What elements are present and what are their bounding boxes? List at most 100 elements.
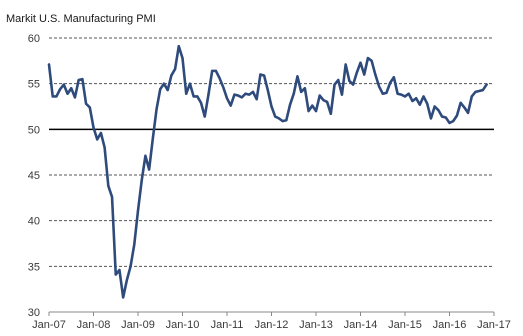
data-point-2010-11	[218, 77, 221, 80]
data-point-2009-01	[136, 209, 140, 212]
data-point-2008-07	[114, 273, 117, 276]
data-point-2008-06	[110, 195, 114, 199]
data-point-2012-12	[311, 104, 314, 107]
data-point-2011-11	[262, 74, 266, 77]
data-point-2008-04	[103, 146, 106, 149]
data-point-2014-02	[363, 73, 366, 76]
data-point-2010-04	[192, 95, 195, 98]
x-tick-label-2013-01: Jan-13	[299, 319, 333, 331]
data-point-2009-05	[151, 137, 154, 140]
data-point-2016-11	[485, 83, 488, 86]
data-point-2009-09	[166, 88, 169, 92]
data-point-2015-04	[415, 97, 418, 100]
gridlines	[49, 37, 494, 313]
data-point-2009-04	[148, 168, 151, 171]
data-point-2008-12	[133, 243, 136, 246]
data-point-2015-03	[411, 99, 414, 103]
data-point-2013-12	[355, 71, 358, 74]
data-point-2011-02	[229, 104, 232, 107]
data-point-2012-11	[307, 109, 310, 113]
data-point-2007-08	[73, 96, 77, 99]
data-point-2011-05	[240, 96, 243, 99]
data-point-2009-08	[162, 82, 166, 85]
data-point-2009-02	[140, 179, 143, 182]
x-tick-label-2017-01: Jan-17	[477, 319, 511, 331]
data-point-2011-10	[259, 73, 262, 76]
data-point-2014-03	[366, 56, 370, 60]
data-point-2013-10	[348, 79, 351, 83]
data-point-2016-04	[459, 101, 462, 104]
data-point-2015-01	[403, 95, 407, 98]
data-point-2011-08	[251, 90, 255, 93]
data-point-2014-05	[374, 73, 377, 76]
x-tick-label-2014-01: Jan-14	[344, 319, 378, 331]
data-point-2014-12	[400, 93, 403, 96]
data-point-2015-07	[426, 102, 429, 105]
data-point-2008-02	[96, 138, 99, 141]
chart-title: Markit U.S. Manufacturing PMI	[6, 13, 156, 25]
data-point-2007-01	[47, 63, 51, 66]
data-point-2008-09	[122, 296, 125, 299]
data-point-2016-01	[448, 121, 451, 125]
data-point-2013-01	[314, 109, 318, 113]
x-tick-label-2016-01: Jan-16	[433, 319, 467, 331]
data-point-2013-07	[337, 78, 340, 82]
data-point-2016-07	[470, 95, 473, 98]
data-point-2011-01	[225, 97, 229, 100]
data-point-2007-10	[81, 78, 84, 81]
data-point-2014-01	[359, 61, 362, 64]
data-point-2009-10	[170, 74, 173, 77]
data-point-2009-11	[173, 67, 177, 71]
data-point-2014-10	[392, 76, 395, 79]
data-point-2016-02	[452, 120, 455, 123]
data-point-2007-04	[59, 88, 62, 91]
data-point-2007-11	[84, 102, 88, 105]
data-point-2014-06	[377, 85, 381, 88]
data-point-2012-10	[303, 87, 306, 90]
x-tick-label-2012-01: Jan-12	[255, 319, 289, 331]
y-tick-label-35: 35	[28, 261, 40, 273]
data-point-2009-12	[177, 45, 180, 48]
data-point-2014-07	[381, 92, 384, 95]
data-point-2015-06	[422, 95, 425, 98]
x-tick-label-2008-01: Jan-08	[77, 319, 111, 331]
data-point-2013-08	[340, 93, 344, 96]
data-point-2011-03	[233, 93, 236, 96]
data-point-2007-06	[66, 92, 69, 95]
data-point-2012-09	[300, 90, 303, 93]
data-point-2015-08	[429, 117, 433, 120]
y-tick-label-45: 45	[28, 170, 40, 182]
y-tick-label-40: 40	[28, 216, 40, 228]
data-point-2010-03	[188, 82, 192, 85]
data-point-2013-03	[322, 99, 325, 102]
data-point-2014-08	[385, 91, 388, 94]
data-point-2012-04	[281, 120, 284, 123]
data-point-2008-01	[92, 126, 95, 129]
data-point-2007-03	[55, 95, 58, 98]
y-axis-tick-labels: 30 35 40 45 50 55 60	[28, 33, 40, 319]
data-point-2008-10	[125, 278, 128, 282]
data-point-2009-03	[144, 154, 147, 157]
data-point-2015-11	[440, 115, 444, 118]
data-point-2009-07	[159, 88, 162, 91]
data-point-2008-11	[129, 265, 132, 268]
y-tick-label-50: 50	[28, 124, 40, 136]
data-point-2014-11	[396, 92, 399, 95]
x-tick-label-2015-01: Jan-15	[388, 319, 422, 331]
data-point-2015-10	[437, 109, 440, 112]
y-tick-label-55: 55	[28, 79, 40, 91]
data-point-2014-04	[370, 59, 373, 62]
data-point-2007-12	[88, 106, 91, 109]
series-layer	[47, 44, 488, 299]
x-tick-label-2007-01: Jan-07	[32, 319, 66, 331]
data-point-2008-08	[118, 268, 121, 272]
data-point-2011-06	[244, 92, 247, 95]
data-point-2007-05	[62, 83, 65, 86]
data-point-2010-06	[199, 101, 203, 104]
data-point-2012-06	[288, 103, 292, 106]
data-point-2012-07	[292, 92, 295, 95]
data-point-2015-02	[407, 92, 410, 95]
data-point-2013-06	[333, 83, 336, 86]
data-point-2007-02	[51, 95, 54, 98]
